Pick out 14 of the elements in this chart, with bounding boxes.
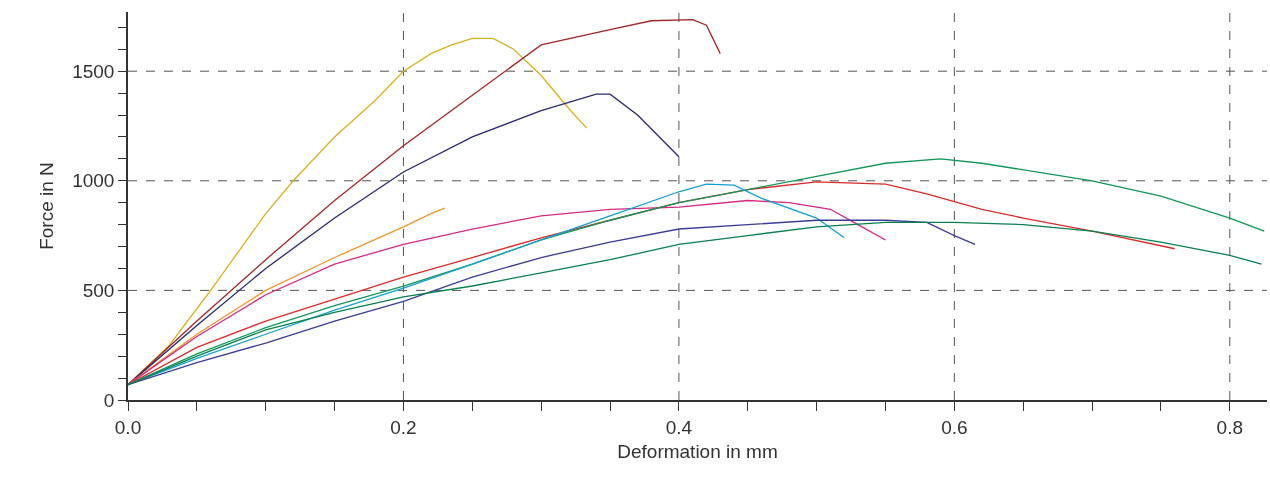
line-series: [128, 221, 1263, 386]
y-tick-label: 1500: [72, 60, 115, 82]
x-axis-title: Deformation in mm: [617, 440, 778, 462]
x-tick-label: 0.8: [1216, 416, 1244, 438]
x-tick-label: 0.2: [390, 416, 417, 438]
x-tick-label: 0.4: [665, 416, 693, 438]
line-series: [128, 19, 721, 386]
line-series: [128, 219, 976, 386]
y-axis-title: Force in N: [35, 162, 57, 250]
y-tick-label: 1000: [72, 170, 115, 192]
y-tick-label: 0: [103, 389, 115, 411]
y-tick-label: 500: [82, 280, 115, 302]
x-tick-label: 0.6: [941, 416, 968, 438]
x-tick-label: 0.0: [114, 416, 142, 438]
